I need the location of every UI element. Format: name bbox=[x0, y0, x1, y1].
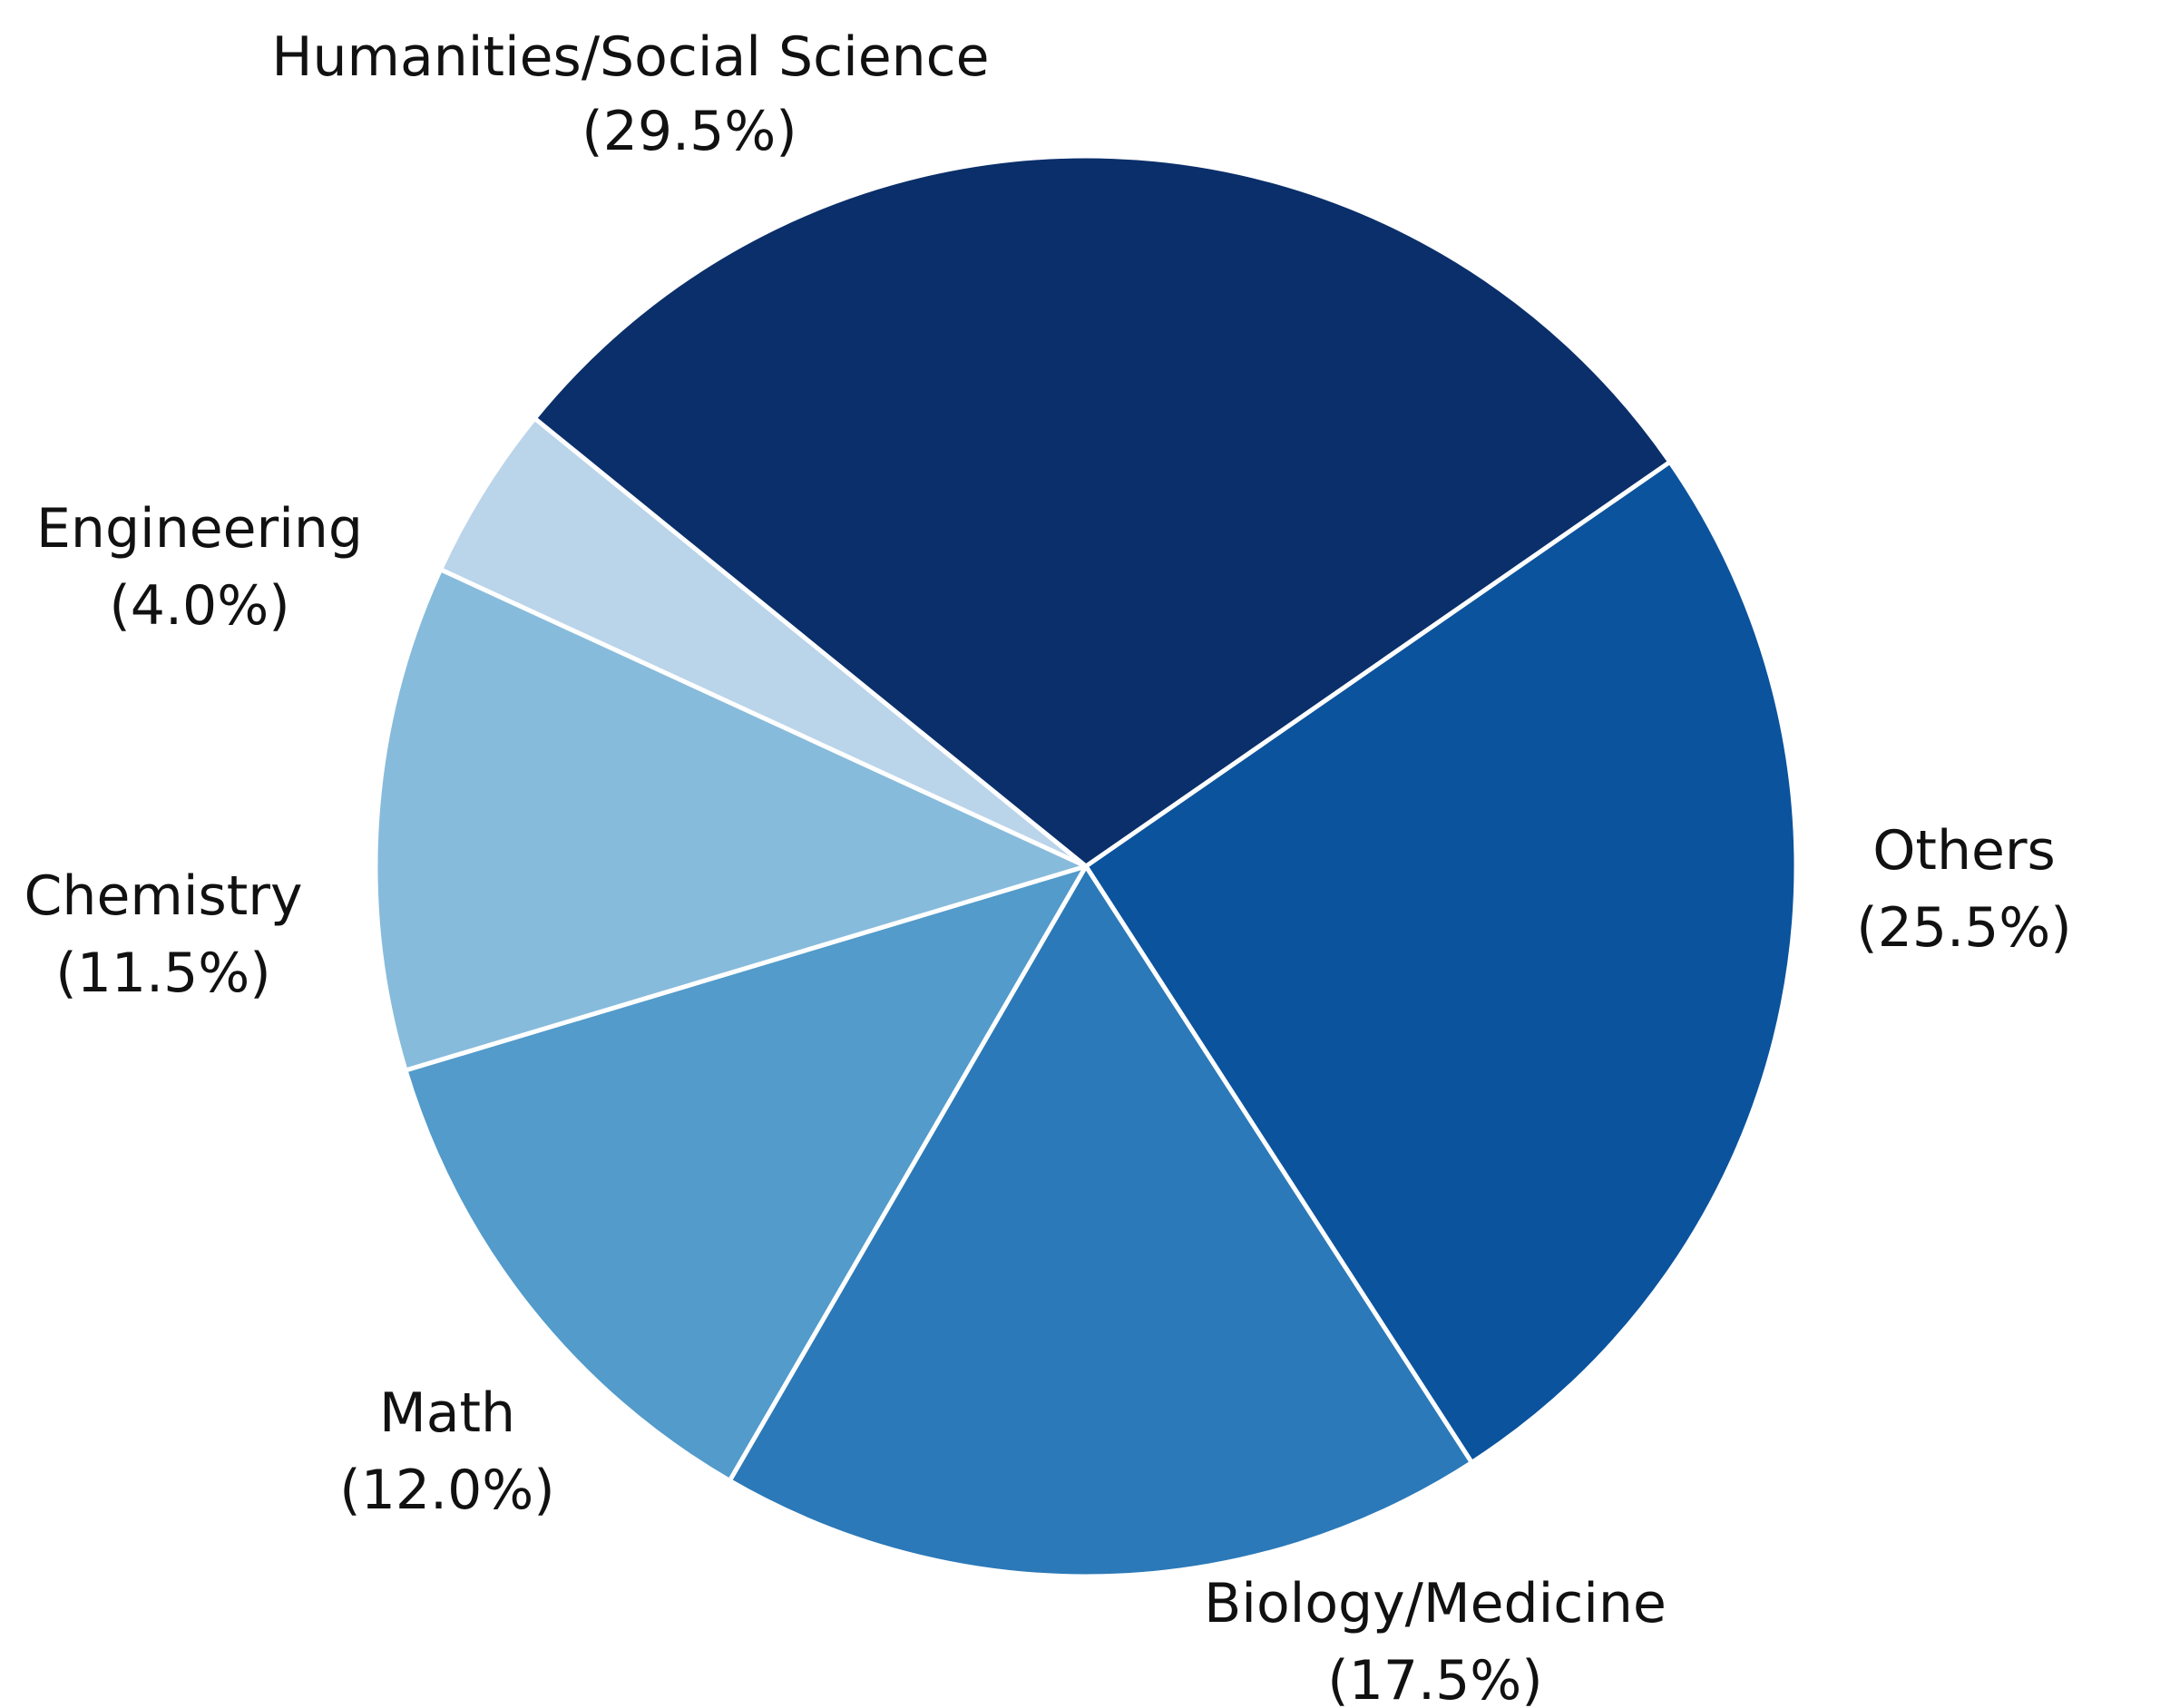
slice-value-biology-medicine: (17.5%) bbox=[1327, 1649, 1542, 1708]
pie-slice-humanities-social-science bbox=[532, 153, 1673, 869]
slice-label-others: Others bbox=[1872, 819, 2056, 883]
slice-label-engineering: Engineering bbox=[36, 497, 363, 561]
slice-value-math: (12.0%) bbox=[339, 1459, 554, 1522]
pie-slice-chemistry bbox=[373, 567, 1089, 1073]
slice-value-others: (25.5%) bbox=[1856, 896, 2071, 960]
slice-label-biology-medicine: Biology/Medicine bbox=[1204, 1572, 1667, 1635]
slice-value-chemistry: (11.5%) bbox=[55, 942, 270, 1005]
slice-label-chemistry: Chemistry bbox=[24, 864, 303, 928]
pie-slices bbox=[373, 153, 1799, 1579]
slice-label-math: Math bbox=[379, 1381, 515, 1445]
slice-label-humanities-social-science: Humanities/Social Science bbox=[271, 25, 989, 89]
slice-value-engineering: (4.0%) bbox=[109, 574, 289, 638]
pie-slice-biology-medicine bbox=[727, 864, 1474, 1579]
pie-slice-others bbox=[1083, 459, 1799, 1465]
pie-slice-engineering bbox=[438, 415, 1089, 869]
pie-labels: Others (25.5%) Biology/Medicine (17.5%) … bbox=[24, 25, 2072, 1708]
slice-value-humanities-social-science: (29.5%) bbox=[582, 100, 797, 163]
